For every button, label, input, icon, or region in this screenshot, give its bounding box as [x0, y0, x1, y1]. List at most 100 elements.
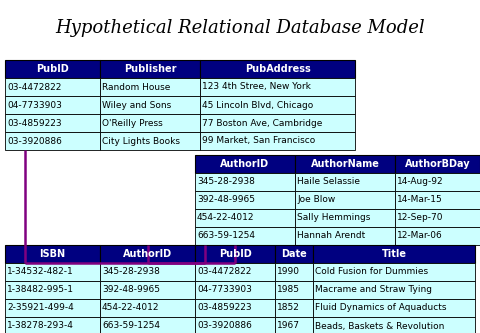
Bar — [5, 96, 100, 114]
Text: Hypothetical Relational Database Model: Hypothetical Relational Database Model — [55, 19, 425, 37]
Text: 03-3920886: 03-3920886 — [197, 321, 252, 330]
Bar — [313, 317, 475, 333]
Bar — [295, 173, 395, 191]
Text: Title: Title — [382, 249, 407, 259]
Bar — [195, 317, 275, 333]
Bar — [5, 132, 100, 150]
Bar — [100, 132, 200, 150]
Text: 1967: 1967 — [277, 321, 300, 330]
Text: 663-59-1254: 663-59-1254 — [197, 231, 255, 240]
Bar — [100, 114, 200, 132]
Text: 04-7733903: 04-7733903 — [197, 285, 252, 294]
Text: 12-Sep-70: 12-Sep-70 — [397, 213, 444, 222]
Text: PubID: PubID — [218, 249, 252, 259]
Bar — [195, 227, 295, 245]
Text: 123 4th Stree, New York: 123 4th Stree, New York — [202, 83, 311, 92]
Text: 1985: 1985 — [277, 285, 300, 294]
Text: 454-22-4012: 454-22-4012 — [102, 303, 159, 312]
Bar — [195, 191, 295, 209]
Text: 454-22-4012: 454-22-4012 — [197, 213, 254, 222]
Text: 1-38482-995-1: 1-38482-995-1 — [7, 285, 74, 294]
Bar — [313, 281, 475, 299]
Text: 1852: 1852 — [277, 303, 300, 312]
Bar — [195, 155, 295, 173]
Bar — [5, 281, 100, 299]
Text: 77 Boston Ave, Cambridge: 77 Boston Ave, Cambridge — [202, 119, 323, 128]
Text: 2-35921-499-4: 2-35921-499-4 — [7, 303, 74, 312]
Bar — [200, 60, 355, 78]
Bar — [200, 96, 355, 114]
Bar — [313, 245, 475, 263]
Bar — [5, 245, 100, 263]
Text: 12-Mar-06: 12-Mar-06 — [397, 231, 443, 240]
Bar — [195, 209, 295, 227]
Text: 1-38278-293-4: 1-38278-293-4 — [7, 321, 74, 330]
Bar — [195, 173, 295, 191]
Bar — [5, 299, 100, 317]
Text: 03-4472822: 03-4472822 — [197, 267, 252, 276]
Text: 1-34532-482-1: 1-34532-482-1 — [7, 267, 74, 276]
Bar — [275, 245, 313, 263]
Bar — [195, 245, 275, 263]
Bar — [313, 263, 475, 281]
Text: 03-4472822: 03-4472822 — [7, 83, 61, 92]
Bar — [100, 60, 200, 78]
Bar — [100, 78, 200, 96]
Text: 04-7733903: 04-7733903 — [7, 101, 62, 110]
Text: 1990: 1990 — [277, 267, 300, 276]
Text: Macrame and Straw Tying: Macrame and Straw Tying — [315, 285, 432, 294]
Bar — [275, 317, 313, 333]
Text: PubAddress: PubAddress — [245, 64, 311, 74]
Text: Hannah Arendt: Hannah Arendt — [297, 231, 365, 240]
Bar — [200, 78, 355, 96]
Bar — [200, 114, 355, 132]
Bar — [395, 191, 480, 209]
Bar — [5, 263, 100, 281]
Text: 03-4859223: 03-4859223 — [7, 119, 61, 128]
Text: AuthorID: AuthorID — [123, 249, 172, 259]
Bar — [100, 96, 200, 114]
Text: 99 Market, San Francisco: 99 Market, San Francisco — [202, 137, 315, 146]
Text: 345-28-2938: 345-28-2938 — [197, 177, 255, 186]
Bar — [275, 263, 313, 281]
Text: Joe Blow: Joe Blow — [297, 195, 335, 204]
Text: ISBN: ISBN — [39, 249, 66, 259]
Text: 345-28-2938: 345-28-2938 — [102, 267, 160, 276]
Bar — [5, 78, 100, 96]
Text: Haile Selassie: Haile Selassie — [297, 177, 360, 186]
Bar — [275, 281, 313, 299]
Text: Fluid Dynamics of Aquaducts: Fluid Dynamics of Aquaducts — [315, 303, 446, 312]
Text: Sally Hemmings: Sally Hemmings — [297, 213, 371, 222]
Text: 03-3920886: 03-3920886 — [7, 137, 62, 146]
Text: 03-4859223: 03-4859223 — [197, 303, 252, 312]
Bar — [295, 155, 395, 173]
Text: O'Reilly Press: O'Reilly Press — [102, 119, 163, 128]
Bar — [395, 227, 480, 245]
Bar — [295, 209, 395, 227]
Text: Cold Fusion for Dummies: Cold Fusion for Dummies — [315, 267, 428, 276]
Bar — [100, 281, 195, 299]
Text: Beads, Baskets & Revolution: Beads, Baskets & Revolution — [315, 321, 444, 330]
Bar — [5, 317, 100, 333]
Bar — [395, 155, 480, 173]
Text: AuthorName: AuthorName — [311, 159, 379, 169]
Text: 392-48-9965: 392-48-9965 — [102, 285, 160, 294]
Text: City Lights Books: City Lights Books — [102, 137, 180, 146]
Bar — [395, 209, 480, 227]
Text: AuthorBDay: AuthorBDay — [405, 159, 470, 169]
Bar — [295, 227, 395, 245]
Text: 14-Mar-15: 14-Mar-15 — [397, 195, 443, 204]
Bar — [275, 299, 313, 317]
Text: Wiley and Sons: Wiley and Sons — [102, 101, 171, 110]
Bar — [100, 317, 195, 333]
Bar — [195, 281, 275, 299]
Bar — [395, 173, 480, 191]
Text: AuthorID: AuthorID — [220, 159, 270, 169]
Bar — [5, 60, 100, 78]
Bar — [313, 299, 475, 317]
Text: 45 Lincoln Blvd, Chicago: 45 Lincoln Blvd, Chicago — [202, 101, 313, 110]
Text: Publisher: Publisher — [124, 64, 176, 74]
Bar — [5, 114, 100, 132]
Text: 663-59-1254: 663-59-1254 — [102, 321, 160, 330]
Bar — [295, 191, 395, 209]
